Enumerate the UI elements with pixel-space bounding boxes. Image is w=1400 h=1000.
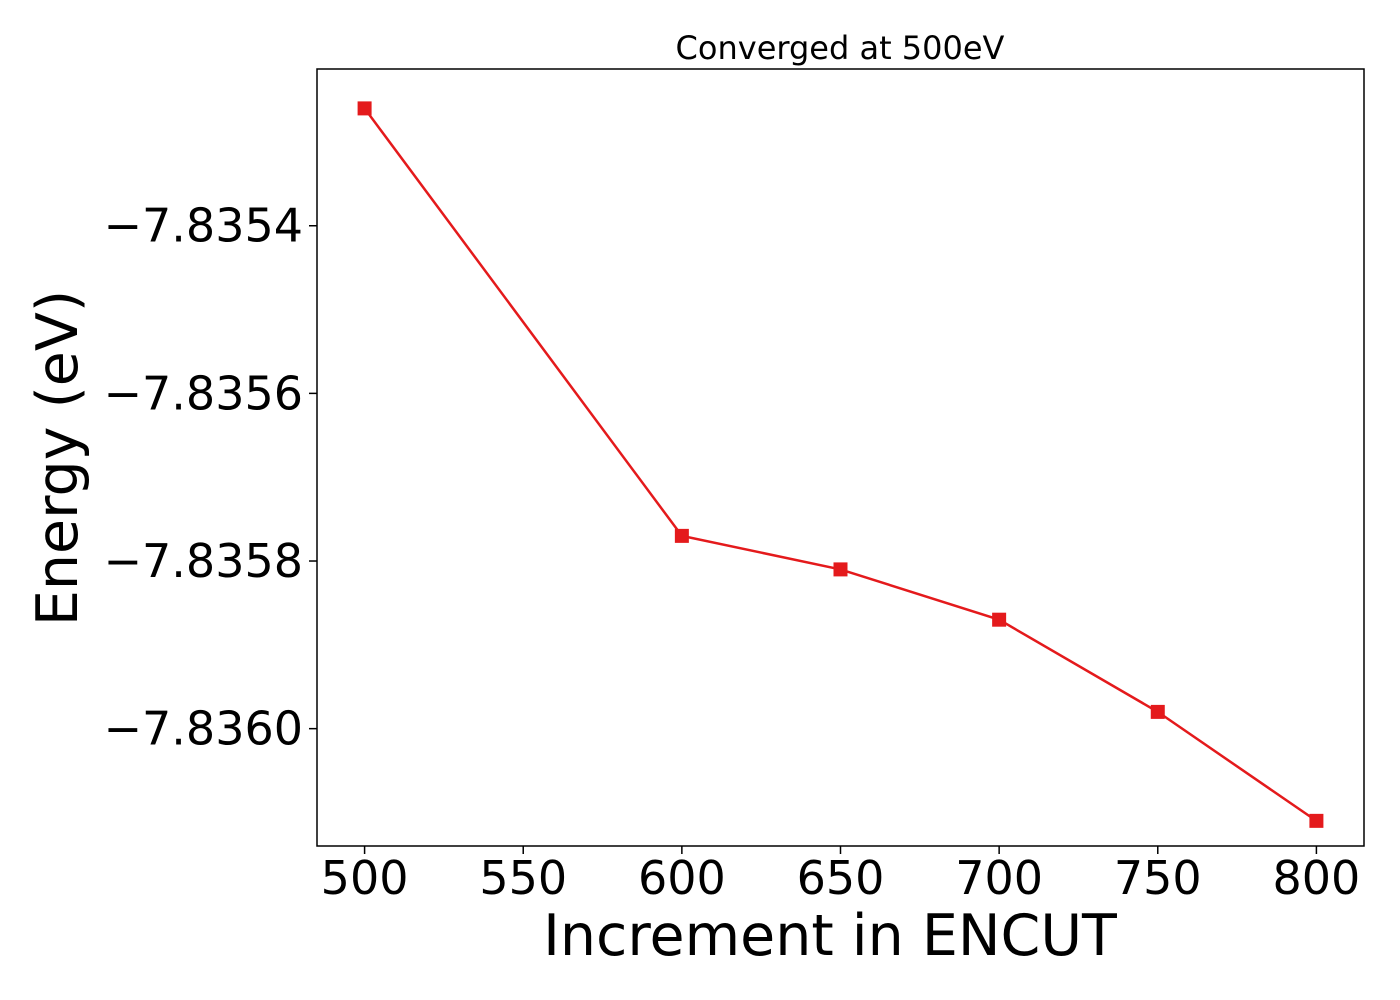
y-axis-label: Energy (eV) — [25, 290, 91, 626]
x-tick-label: 550 — [479, 851, 567, 905]
data-point-marker — [833, 562, 848, 577]
data-point-marker — [992, 612, 1007, 627]
plot-frame — [316, 68, 1365, 847]
y-tick-label: −7.8360 — [104, 702, 304, 756]
data-point-marker — [357, 101, 372, 116]
x-tick-label: 600 — [638, 851, 726, 905]
y-tick-label: −7.8356 — [104, 366, 304, 420]
series-markers — [357, 101, 1324, 828]
x-axis-label: Increment in ENCUT — [543, 903, 1117, 969]
series-line — [363, 107, 1318, 822]
x-tick-label: 700 — [955, 851, 1043, 905]
data-point-marker — [674, 528, 689, 543]
data-point-marker — [1309, 813, 1324, 828]
chart-title: Converged at 500eV — [676, 29, 1005, 67]
x-tick-label: 800 — [1273, 851, 1361, 905]
x-tick-label: 750 — [1114, 851, 1202, 905]
y-tick-label: −7.8358 — [104, 534, 304, 588]
y-axis: −7.8354 −7.8356 −7.8358 −7.8360 — [104, 199, 317, 756]
x-tick-label: 500 — [321, 851, 409, 905]
x-axis: 500 550 600 650 700 750 800 — [321, 846, 1361, 905]
data-point-marker — [1150, 704, 1165, 719]
y-tick-label: −7.8354 — [104, 199, 304, 253]
x-tick-label: 650 — [797, 851, 885, 905]
